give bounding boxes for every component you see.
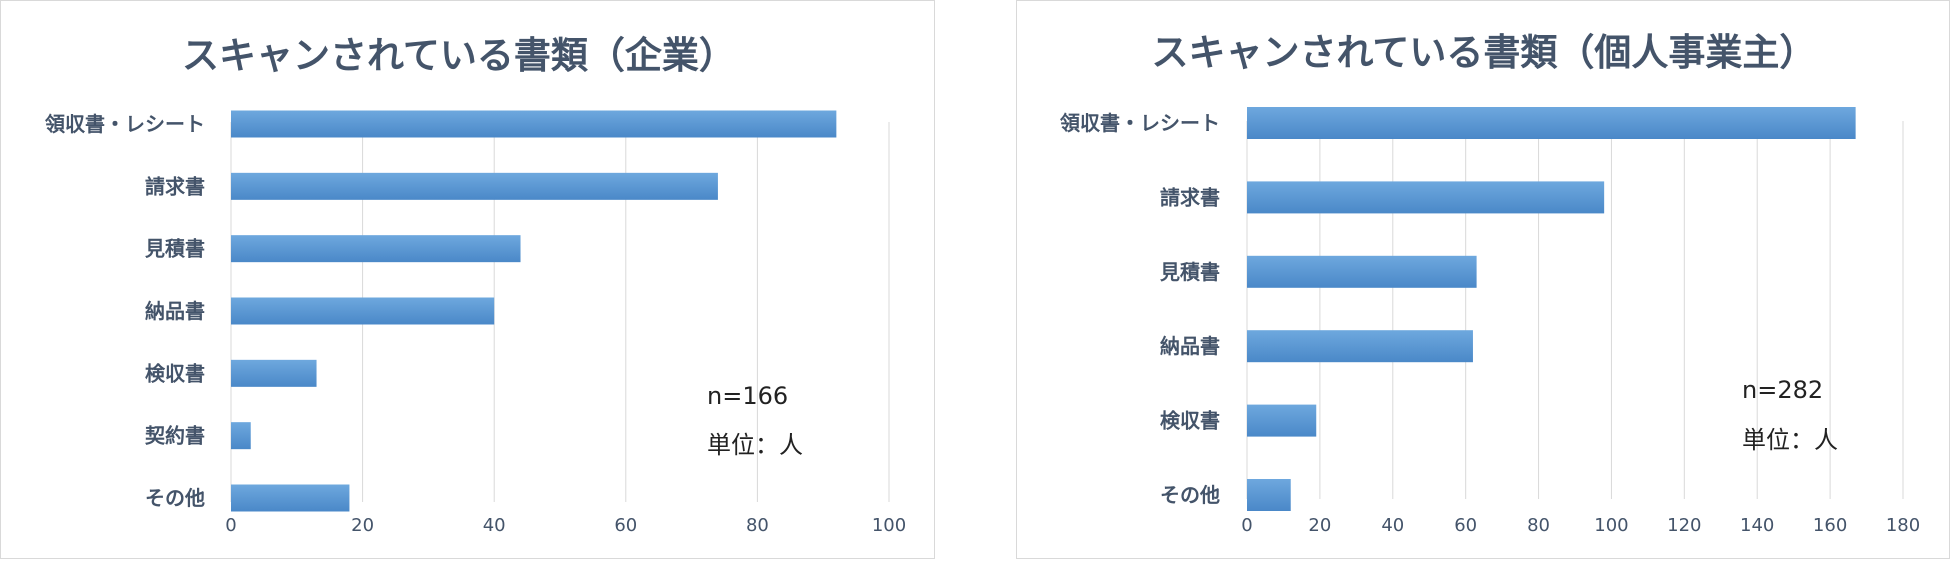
x-tick-label: 0 <box>225 515 236 536</box>
category-label: 検収書 <box>145 361 205 385</box>
category-label: 請求書 <box>145 174 205 198</box>
x-tick-label: 40 <box>483 515 506 536</box>
x-tick-label: 40 <box>1381 515 1404 536</box>
bar <box>231 359 317 387</box>
unit-note: 単位：人 <box>1742 426 1838 454</box>
bar <box>231 235 521 263</box>
x-tick-label: 120 <box>1667 515 1701 536</box>
category-label: 検収書 <box>1160 409 1220 433</box>
x-tick-label: 140 <box>1740 515 1774 536</box>
bar <box>231 297 495 325</box>
x-tick-label: 0 <box>1241 515 1252 536</box>
bar <box>1247 479 1291 511</box>
bar <box>1247 330 1473 363</box>
x-tick-label: 80 <box>1527 515 1550 536</box>
bar <box>231 172 718 200</box>
bar <box>1247 181 1605 214</box>
x-tick-label: 100 <box>1594 515 1628 536</box>
category-label: 見積書 <box>1160 260 1220 284</box>
chart-title: スキャンされている書類（個人事業主） <box>1152 31 1817 74</box>
x-tick-label: 60 <box>614 515 637 536</box>
bar <box>1247 255 1477 288</box>
category-label: 領収書・レシート <box>1060 111 1220 135</box>
x-tick-label: 60 <box>1454 515 1477 536</box>
bar <box>1247 107 1856 139</box>
chart-title: スキャンされている書類（企業） <box>182 34 736 77</box>
x-tick-label: 80 <box>746 515 769 536</box>
category-label: 納品書 <box>1160 334 1220 358</box>
category-label: 請求書 <box>1160 185 1220 209</box>
chart-panel-companies: スキャンされている書類（企業） 0 20 40 60 80 100 領収書・レシート請求書見積… <box>0 0 935 559</box>
bar-chart-sole-proprietors: スキャンされている書類（個人事業主） 0 20 40 60 80 100 120 140 160 1… <box>1060 31 1920 536</box>
unit-note: 単位：人 <box>707 431 803 459</box>
x-tick-label: 20 <box>1308 515 1331 536</box>
category-label: 契約書 <box>144 424 205 448</box>
category-label: その他 <box>1160 483 1220 507</box>
bar <box>231 484 350 512</box>
bar <box>231 110 837 138</box>
category-label: 納品書 <box>145 299 205 323</box>
x-tick-label: 180 <box>1886 515 1920 536</box>
bar-chart-companies: スキャンされている書類（企業） 0 20 40 60 80 100 領収書・レシート請求書見積… <box>45 34 906 536</box>
sample-size-note: n=282 <box>1742 376 1823 404</box>
category-label: 見積書 <box>145 237 205 261</box>
chart-panel-sole-proprietors: スキャンされている書類（個人事業主） 0 20 40 60 80 100 120 140 160 1… <box>1016 0 1950 559</box>
x-tick-label: 100 <box>872 515 906 536</box>
sample-size-note: n=166 <box>707 382 788 410</box>
bar <box>1247 404 1317 437</box>
x-tick-label: 160 <box>1813 515 1847 536</box>
category-label: 領収書・レシート <box>45 112 205 136</box>
bar <box>231 422 251 450</box>
category-label: その他 <box>145 486 205 510</box>
x-tick-label: 20 <box>351 515 374 536</box>
